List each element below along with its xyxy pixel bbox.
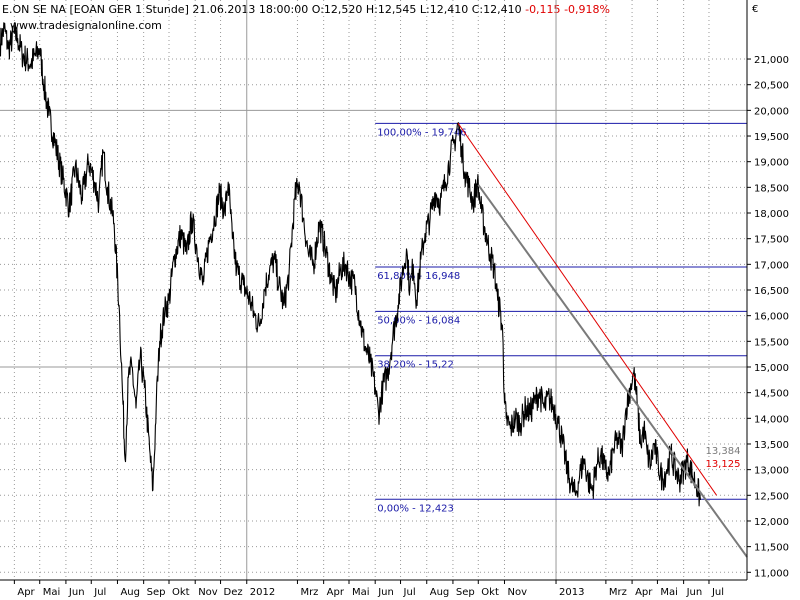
y-tick-label: 17,000 — [754, 260, 789, 271]
x-tick-label: Jul — [93, 587, 106, 598]
y-tick-label: 12,000 — [754, 517, 789, 528]
x-tick-label: Jun — [686, 587, 703, 598]
y-tick-label: 19,000 — [754, 158, 789, 169]
chart-header: E.ON SE NA [EOAN GER 1 Stunde] 21.06.201… — [2, 3, 610, 16]
x-tick-label: Apr — [327, 587, 345, 598]
x-tick-label: Mai — [660, 587, 678, 598]
x-tick-label: Nov — [507, 587, 527, 598]
y-tick-label: 13,500 — [754, 440, 789, 451]
x-tick-label: 2012 — [250, 587, 275, 598]
y-tick-label: 11,000 — [754, 568, 789, 579]
x-tick-label: Jun — [68, 587, 85, 598]
y-tick-label: 15,000 — [754, 363, 789, 374]
price-series — [0, 21, 702, 507]
x-tick-label: Aug — [120, 587, 140, 598]
y-tick-label: 19,500 — [754, 132, 789, 143]
x-tick-label: Sep — [147, 587, 166, 598]
x-tick-label: Mai — [352, 587, 370, 598]
x-tick-label: Mrz — [300, 587, 318, 598]
high-value: H:12,545 — [365, 3, 417, 16]
close-value: C:12,410 — [471, 3, 522, 16]
y-tick-label: 11,500 — [754, 543, 789, 554]
x-tick-label: Apr — [635, 587, 653, 598]
y-tick-label: 18,000 — [754, 209, 789, 220]
x-tick-label: Okt — [481, 587, 499, 598]
y-tick-label: 16,000 — [754, 312, 789, 323]
fib-level-label: 50,00% - 16,084 — [377, 315, 460, 326]
y-tick-label: 16,500 — [754, 286, 789, 297]
fib-level-label: 100,00% - 19,746 — [377, 127, 466, 138]
open-value: O:12,520 — [311, 3, 363, 16]
x-tick-label: Sep — [456, 587, 475, 598]
x-tick-label: Aug — [430, 587, 450, 598]
y-tick-label: 13,000 — [754, 466, 789, 477]
instrument-title: E.ON SE NA [EOAN GER 1 Stunde] 21.06.201… — [2, 3, 309, 16]
x-tick-label: Mai — [43, 587, 61, 598]
y-tick-label: 18,500 — [754, 183, 789, 194]
trendlines: 13,384 13,125 — [457, 122, 748, 558]
trendline-grey-value: 13,384 — [705, 446, 740, 457]
grid — [0, 0, 747, 580]
x-tick-label: Nov — [198, 587, 218, 598]
fib-level-label: 0,00% - 12,423 — [377, 503, 454, 514]
trendline-red — [457, 122, 717, 496]
y-tick-label: 17,500 — [754, 235, 789, 246]
trendline-grey — [477, 184, 748, 558]
watermark: www.tradesignalonline.com — [10, 19, 162, 32]
low-value: L:12,410 — [419, 3, 469, 16]
trendline-red-value: 13,125 — [705, 459, 740, 470]
change-value: -0,115 — [525, 3, 561, 16]
y-tick-label: 21,000 — [754, 55, 789, 66]
y-axis-unit: € — [752, 4, 758, 15]
x-tick-label: Mrz — [609, 587, 627, 598]
y-tick-label: 14,500 — [754, 389, 789, 400]
x-tick-label: 2013 — [559, 587, 584, 598]
price-line — [0, 21, 702, 507]
x-tick-label: Jul — [711, 587, 724, 598]
y-tick-label: 15,500 — [754, 337, 789, 348]
y-tick-label: 20,000 — [754, 106, 789, 117]
x-tick-label: Jul — [403, 587, 416, 598]
x-tick-label: Jun — [377, 587, 394, 598]
x-tick-label: Okt — [172, 587, 190, 598]
fib-level-label: 38,20% - 15,22 — [377, 360, 454, 371]
y-tick-label: 12,500 — [754, 491, 789, 502]
change-percent: -0,918% — [564, 3, 610, 16]
y-tick-label: 14,000 — [754, 414, 789, 425]
x-tick-label: Dez — [224, 587, 243, 598]
y-tick-label: 20,500 — [754, 81, 789, 92]
x-tick-label: Apr — [17, 587, 35, 598]
